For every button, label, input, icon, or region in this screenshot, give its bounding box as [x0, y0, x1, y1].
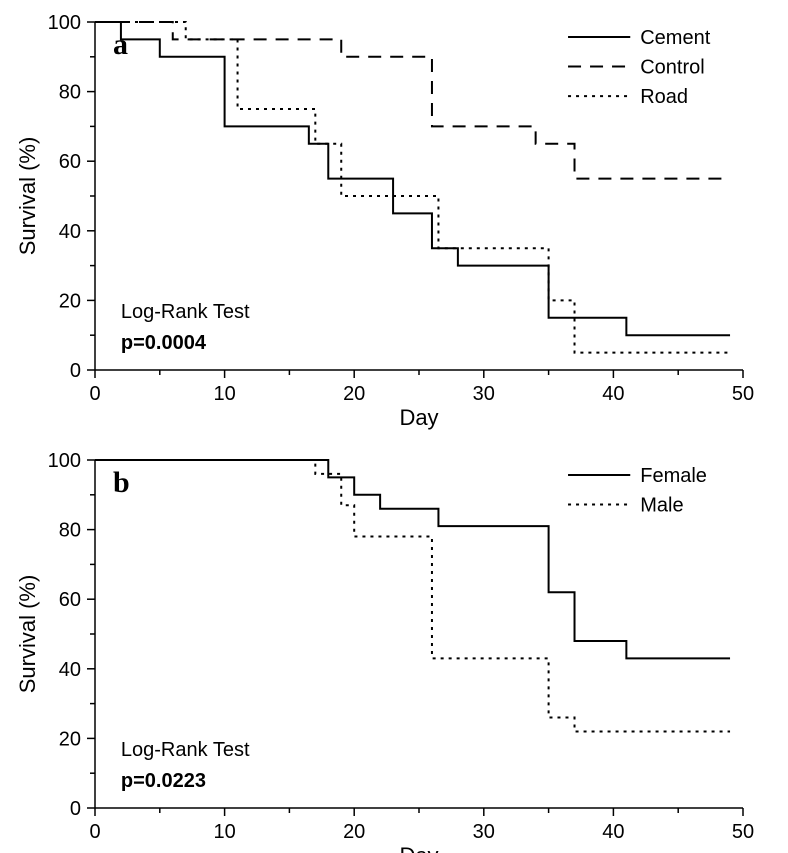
x-tick-label: 20	[343, 821, 365, 843]
series-male	[95, 460, 730, 731]
x-tick-label: 50	[732, 383, 754, 405]
y-axis-label: Survival (%)	[15, 137, 40, 256]
legend-label: Control	[640, 57, 704, 79]
x-tick-label: 50	[732, 821, 754, 843]
panel-letter: a	[113, 28, 128, 61]
y-tick-label: 40	[59, 659, 81, 681]
figure-svg: 01020304050Day020406080100Survival (%)aL…	[0, 0, 788, 853]
y-tick-label: 100	[48, 12, 81, 34]
y-axis-label: Survival (%)	[15, 575, 40, 694]
annotation-text: p=0.0223	[121, 770, 206, 792]
y-tick-label: 40	[59, 221, 81, 243]
annotation-text: Log-Rank Test	[121, 739, 250, 761]
figure-container: 01020304050Day020406080100Survival (%)aL…	[0, 0, 788, 853]
panel-b: 0 10 20 30 40 50 Day 0 20 40 60 80 100 Survival (%) b L…	[15, 450, 754, 853]
series-female	[95, 460, 730, 658]
x-tick-label: 10	[213, 383, 235, 405]
y-tick-label: 80	[59, 520, 81, 542]
series-cement	[95, 22, 730, 335]
x-tick-label: 40	[602, 383, 624, 405]
series-control	[95, 22, 730, 179]
annotation-text: p=0.0004	[121, 332, 207, 354]
x-tick-label: 40	[602, 821, 624, 843]
x-tick-label: 0	[89, 821, 100, 843]
x-tick-label: 20	[343, 383, 365, 405]
panel-letter: b	[113, 466, 130, 499]
legend-label: Road	[640, 86, 688, 108]
y-tick-label: 20	[59, 728, 81, 750]
y-tick-label: 0	[70, 360, 81, 382]
y-tick-label: 80	[59, 82, 81, 104]
x-tick-label: 10	[213, 821, 235, 843]
x-axis-label: Day	[399, 843, 438, 853]
legend-label: Female	[640, 465, 707, 487]
x-tick-label: 30	[473, 383, 495, 405]
x-tick-label: 30	[473, 821, 495, 843]
panel-a: 0 10 20 30 40 50 Day 0 20 40 60 80 100 Survival (%) a L…	[15, 12, 754, 430]
y-tick-label: 20	[59, 290, 81, 312]
x-tick-label: 0	[89, 383, 100, 405]
y-tick-label: 100	[48, 450, 81, 472]
x-axis-label: Day	[399, 405, 438, 430]
y-tick-label: 60	[59, 151, 81, 173]
legend-label: Cement	[640, 27, 710, 49]
annotation-text: Log-Rank Test	[121, 301, 250, 323]
legend-label: Male	[640, 495, 683, 517]
y-tick-label: 0	[70, 798, 81, 820]
y-tick-label: 60	[59, 589, 81, 611]
